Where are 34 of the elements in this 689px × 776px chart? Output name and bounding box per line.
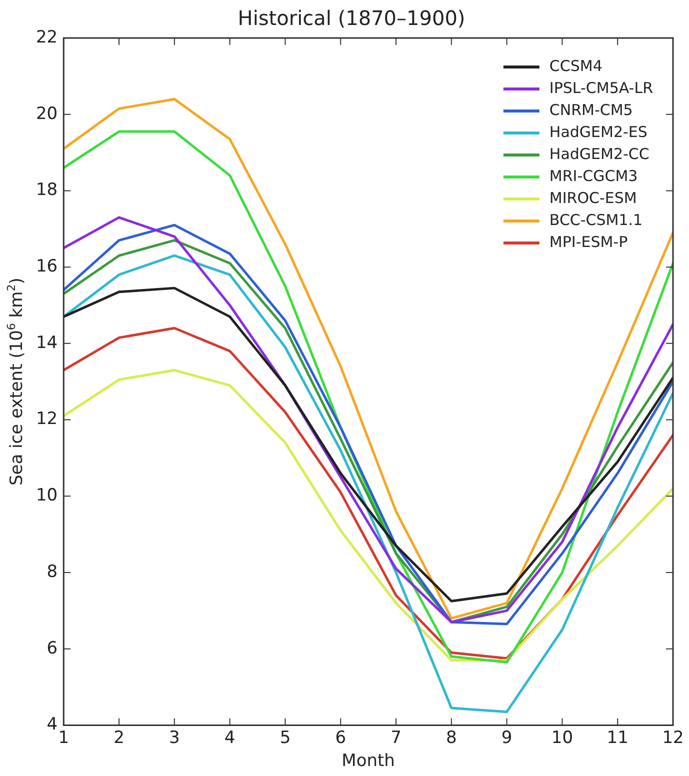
x-tick-label: 8 bbox=[446, 728, 457, 748]
x-axis-title: Month bbox=[342, 751, 395, 772]
legend-label: CNRM-CM5 bbox=[549, 100, 633, 119]
x-tick-label: 9 bbox=[501, 728, 512, 748]
legend-label: BCC-CSM1.1 bbox=[549, 210, 643, 229]
x-tick-label: 5 bbox=[280, 728, 291, 748]
y-tick-label: 18 bbox=[36, 180, 58, 200]
legend-label: MIROC-ESM bbox=[549, 188, 637, 207]
y-tick-label: 6 bbox=[46, 638, 58, 658]
x-tick-label: 11 bbox=[606, 728, 628, 748]
y-tick-label: 14 bbox=[36, 332, 58, 353]
y-tick-label: 22 bbox=[36, 27, 58, 48]
y-tick-label: 4 bbox=[46, 714, 58, 735]
legend-label: IPSL-CM5A-LR bbox=[549, 78, 654, 97]
x-tick-label: 1 bbox=[58, 728, 70, 748]
x-tick-label: 10 bbox=[551, 728, 574, 748]
x-tick-label: 2 bbox=[114, 728, 124, 748]
legend-label: HadGEM2-ES bbox=[549, 122, 648, 141]
x-tick-label: 12 bbox=[662, 728, 684, 748]
y-tick-label: 12 bbox=[36, 409, 58, 430]
y-tick-label: 20 bbox=[36, 104, 58, 124]
legend-label: CCSM4 bbox=[549, 56, 602, 75]
x-tick-label: 6 bbox=[335, 728, 346, 748]
y-axis-title: Sea ice extent (106 km2) bbox=[5, 278, 27, 486]
chart-title: Historical (1870–1900) bbox=[238, 6, 466, 30]
legend-label: MPI-ESM-P bbox=[549, 232, 628, 251]
legend-label: HadGEM2-CC bbox=[549, 144, 650, 163]
y-tick-label: 8 bbox=[46, 562, 58, 582]
y-tick-label: 16 bbox=[36, 256, 58, 276]
legend-label: MRI-CGCM3 bbox=[549, 166, 638, 185]
x-tick-label: 7 bbox=[390, 728, 402, 748]
x-tick-label: 4 bbox=[224, 728, 236, 748]
x-tick-label: 3 bbox=[169, 728, 180, 748]
y-tick-label: 10 bbox=[36, 486, 58, 506]
